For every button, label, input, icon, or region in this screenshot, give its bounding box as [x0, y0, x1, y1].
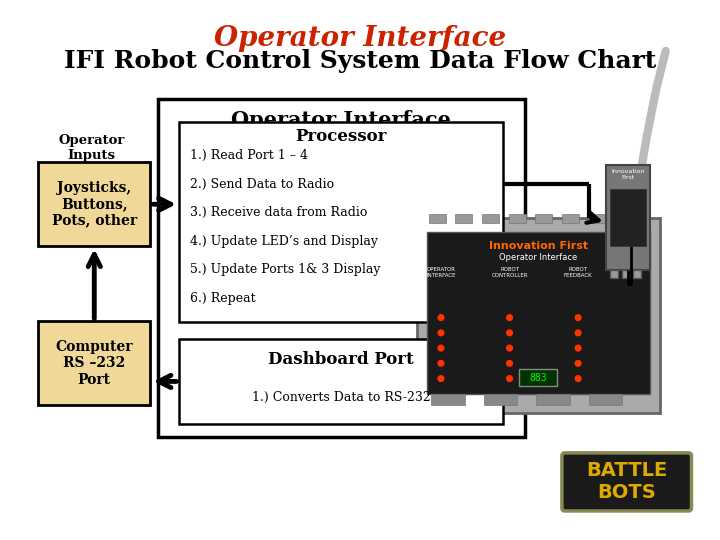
Circle shape	[507, 345, 513, 351]
Bar	[588, 394, 622, 405]
Bar	[508, 214, 526, 224]
Text: Joysticks,
Buttons,
Pots, other: Joysticks, Buttons, Pots, other	[52, 181, 137, 227]
Text: 6.) Repeat: 6.) Repeat	[191, 292, 256, 305]
Text: 883: 883	[529, 373, 547, 383]
Text: 4.) Update LED’s and Display: 4.) Update LED’s and Display	[191, 235, 379, 248]
Bar	[38, 321, 150, 405]
Circle shape	[438, 315, 444, 320]
Circle shape	[438, 345, 444, 351]
Text: 1.) Read Port 1 – 4: 1.) Read Port 1 – 4	[191, 149, 308, 162]
Bar	[431, 394, 465, 405]
Bar	[519, 369, 557, 386]
Text: Operator
Inputs: Operator Inputs	[58, 134, 125, 162]
Text: 5.) Update Ports 1& 3 Display: 5.) Update Ports 1& 3 Display	[191, 264, 381, 276]
Circle shape	[507, 315, 513, 320]
Bar	[622, 270, 629, 278]
Text: Dashboard Port: Dashboard Port	[268, 351, 414, 368]
Text: Computer
RS –232
Port: Computer RS –232 Port	[55, 340, 133, 387]
Bar	[179, 339, 503, 424]
Text: BOTS: BOTS	[598, 483, 656, 502]
Text: ROBOT
CONTROLLER: ROBOT CONTROLLER	[491, 267, 528, 278]
Bar	[428, 214, 446, 224]
Bar	[562, 214, 579, 224]
Bar	[179, 123, 503, 322]
Bar	[611, 270, 618, 278]
Circle shape	[575, 345, 581, 351]
Bar	[158, 99, 525, 437]
Bar	[427, 232, 650, 394]
Text: OPERATOR
INTERFACE: OPERATOR INTERFACE	[426, 267, 456, 278]
Circle shape	[438, 330, 444, 336]
Circle shape	[507, 361, 513, 366]
Text: Operator Interface: Operator Interface	[500, 253, 577, 262]
Circle shape	[507, 376, 513, 381]
Bar	[588, 214, 606, 224]
Circle shape	[575, 361, 581, 366]
Bar	[417, 218, 660, 413]
Bar	[616, 214, 632, 224]
Bar	[482, 214, 499, 224]
Text: Innovation First: Innovation First	[489, 241, 588, 251]
Text: Operator Interface: Operator Interface	[214, 25, 506, 52]
Bar	[38, 163, 150, 246]
Circle shape	[575, 330, 581, 336]
Text: ROBOT
FEEDBACK: ROBOT FEEDBACK	[564, 267, 593, 278]
Bar	[606, 165, 649, 270]
Text: 1.) Converts Data to RS-232: 1.) Converts Data to RS-232	[251, 391, 431, 404]
Circle shape	[575, 315, 581, 320]
Bar	[455, 214, 472, 224]
Text: 2.) Send Data to Radio: 2.) Send Data to Radio	[191, 178, 335, 191]
Text: IFI Robot Control System Data Flow Chart: IFI Robot Control System Data Flow Chart	[64, 50, 656, 73]
Text: 3.) Receive data from Radio: 3.) Receive data from Radio	[191, 206, 368, 219]
Circle shape	[438, 361, 444, 366]
Bar	[634, 270, 641, 278]
Bar	[535, 214, 552, 224]
Text: Innovation
First: Innovation First	[611, 170, 644, 180]
Text: Processor: Processor	[295, 128, 387, 145]
Circle shape	[507, 330, 513, 336]
FancyBboxPatch shape	[562, 453, 691, 511]
Circle shape	[438, 376, 444, 381]
Circle shape	[575, 376, 581, 381]
Text: BATTLE: BATTLE	[586, 462, 667, 481]
Bar	[484, 394, 517, 405]
Text: Operator Interface: Operator Interface	[232, 110, 451, 130]
Bar	[536, 394, 570, 405]
Bar	[610, 189, 646, 246]
